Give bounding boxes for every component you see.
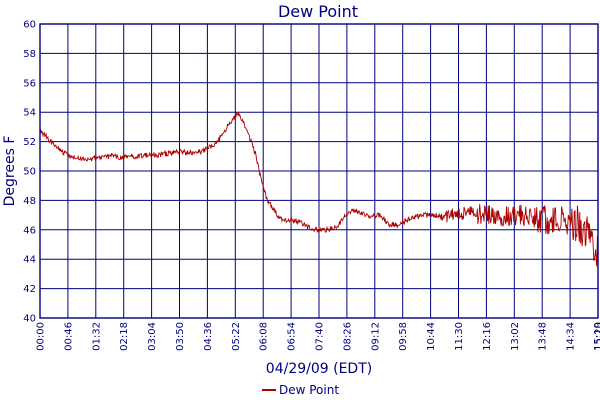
y-tick-label: 56	[23, 78, 36, 89]
y-tick-label: 48	[23, 196, 36, 207]
series-group	[39, 111, 599, 267]
x-tick-label: 01:32	[91, 322, 102, 351]
y-tick-label: 50	[23, 167, 36, 178]
legend-label: Dew Point	[279, 383, 339, 397]
legend: Dew Point	[262, 383, 339, 397]
x-tick-label: 00:46	[63, 322, 74, 351]
x-tick-label: 10:44	[426, 322, 437, 351]
x-tick-label: 13:02	[510, 322, 521, 351]
x-tick-label: 15:20	[594, 322, 600, 351]
x-tick-label: 12:16	[482, 322, 493, 351]
y-tick-label: 52	[23, 137, 36, 148]
dew-point-series-line	[39, 111, 599, 267]
y-tick-label: 54	[23, 108, 36, 119]
x-tick-label: 05:22	[231, 322, 242, 351]
plot-frame	[39, 23, 599, 319]
x-tick-label: 00:00	[36, 322, 47, 351]
y-axis-title: Degrees F	[2, 136, 18, 207]
x-tick-label: 06:54	[287, 322, 298, 351]
y-tick-label: 40	[23, 314, 36, 325]
grid-lines	[40, 24, 598, 318]
x-tick-label: 03:50	[175, 322, 186, 351]
x-tick-label: 07:40	[315, 322, 326, 351]
x-tick-label: 14:34	[566, 322, 577, 351]
y-tick-labels: 40 42 44 46 48 50 52 54 56 58 60	[23, 20, 36, 325]
x-tick-label: 09:58	[398, 322, 409, 351]
y-tick-label: 46	[23, 225, 36, 236]
x-tick-label: 08:26	[342, 322, 353, 351]
x-tick-label: 04:36	[203, 322, 214, 351]
x-tick-label: 13:48	[538, 322, 549, 351]
y-tick-label: 58	[23, 49, 36, 60]
x-tick-label: 09:12	[370, 322, 381, 351]
x-tick-label: 03:04	[147, 322, 158, 351]
y-tick-label: 44	[23, 255, 36, 266]
x-axis-title: 04/29/09 (EDT)	[266, 361, 372, 377]
y-tick-label: 42	[23, 284, 36, 295]
y-tick-label: 60	[23, 20, 36, 31]
chart-title: Dew Point	[278, 2, 358, 21]
x-tick-label: 02:18	[119, 322, 130, 351]
x-tick-label: 15:19	[593, 322, 600, 351]
x-tick-labels: 00:00 00:46 01:32 02:18 03:04 03:50 04:36 05:22…	[36, 322, 600, 351]
x-tick-label: 06:08	[259, 322, 270, 351]
x-tick-label: 11:30	[454, 322, 465, 351]
